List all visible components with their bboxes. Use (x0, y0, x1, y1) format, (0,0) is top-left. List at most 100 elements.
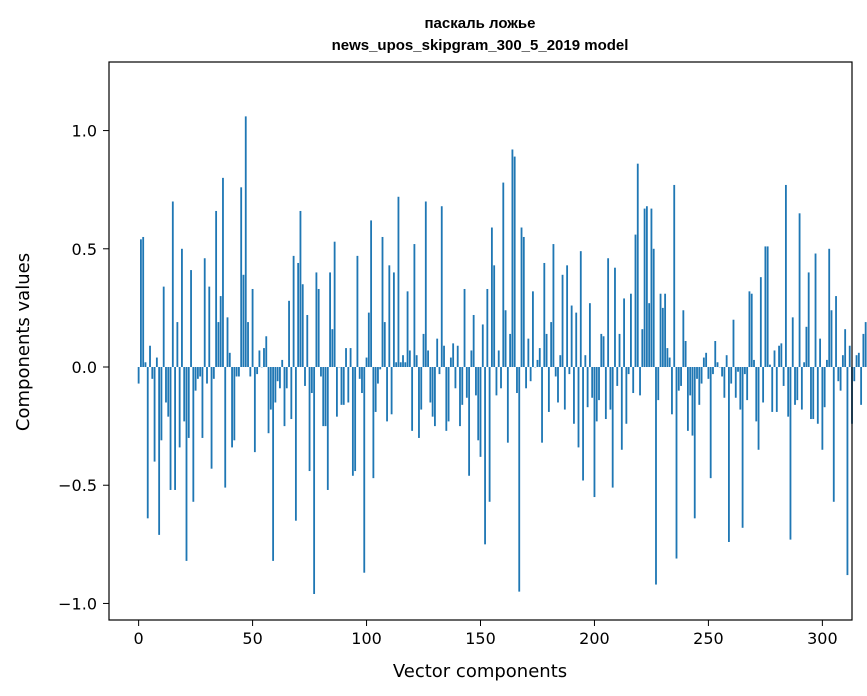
bar (174, 367, 176, 490)
bar (304, 367, 306, 386)
bar (857, 352, 860, 368)
bar (552, 244, 555, 368)
bar (645, 206, 648, 368)
bar (557, 367, 559, 403)
bar (798, 213, 801, 368)
bar (253, 367, 256, 453)
bar (140, 239, 142, 368)
bar (415, 355, 418, 368)
bar (222, 177, 224, 368)
bar (677, 367, 680, 391)
bar (402, 355, 404, 368)
bar (784, 184, 787, 368)
bar (408, 350, 411, 368)
bar (513, 156, 516, 368)
bar (461, 367, 464, 405)
bar (841, 355, 844, 368)
bar (201, 367, 204, 438)
y-tick-label: 1.0 (72, 122, 97, 141)
bar (755, 367, 758, 422)
bar (383, 322, 386, 367)
bar (732, 319, 735, 368)
bar (249, 367, 252, 377)
bar (538, 348, 541, 368)
bar (588, 303, 591, 368)
bar (616, 367, 619, 386)
bar (265, 336, 268, 368)
bar (547, 367, 550, 412)
bar (655, 367, 657, 585)
bar (320, 367, 322, 377)
bar (240, 187, 243, 367)
bar (199, 367, 202, 377)
bar (860, 367, 863, 405)
bar (219, 296, 222, 368)
bar (203, 258, 206, 368)
bar (440, 206, 443, 368)
bar (171, 201, 174, 368)
bar (356, 255, 359, 368)
bar (509, 333, 512, 368)
bar (839, 367, 842, 391)
bar (807, 272, 810, 368)
bar (438, 367, 441, 375)
bar (406, 291, 409, 368)
bar (285, 367, 288, 389)
bar (196, 367, 199, 379)
bar (279, 367, 281, 389)
bar (835, 296, 837, 368)
bar (766, 246, 769, 367)
bar (283, 367, 286, 427)
bar (238, 367, 240, 377)
bar (345, 348, 347, 368)
bar (702, 357, 705, 368)
bar (814, 253, 817, 368)
bar (769, 364, 771, 367)
x-axis-label: Vector components (393, 661, 567, 682)
bar (700, 367, 703, 384)
bar (773, 350, 776, 368)
bar (759, 277, 762, 368)
bar (495, 367, 498, 396)
bar (570, 305, 573, 367)
bar (155, 357, 158, 368)
bar (591, 367, 594, 398)
bar (158, 367, 161, 535)
bar (554, 367, 557, 377)
bar (586, 367, 589, 408)
bar (725, 355, 728, 368)
bar (821, 367, 824, 450)
bar (381, 236, 384, 368)
bar (481, 324, 484, 368)
bar (848, 345, 851, 368)
bar (422, 333, 425, 368)
bar (832, 367, 835, 502)
bar (329, 272, 331, 368)
bar (639, 367, 641, 396)
bar (737, 367, 739, 372)
bar (167, 367, 170, 417)
bar (684, 341, 687, 368)
bar (263, 348, 265, 368)
bar (734, 367, 737, 398)
bar (764, 246, 767, 367)
x-tick-label: 150 (465, 629, 496, 648)
bar (566, 265, 569, 368)
bar (351, 367, 354, 476)
bar (258, 350, 261, 368)
bar (623, 298, 625, 368)
bar (142, 236, 145, 368)
bar (659, 293, 662, 368)
bar (299, 210, 302, 368)
bar (178, 367, 181, 448)
bar (192, 367, 195, 502)
bar (274, 367, 277, 403)
bar (347, 367, 350, 403)
bar (607, 258, 610, 368)
bar (782, 367, 785, 386)
bar (625, 367, 628, 424)
bar (479, 367, 482, 457)
bar (671, 367, 673, 415)
bar (427, 350, 429, 368)
bar (290, 367, 293, 420)
